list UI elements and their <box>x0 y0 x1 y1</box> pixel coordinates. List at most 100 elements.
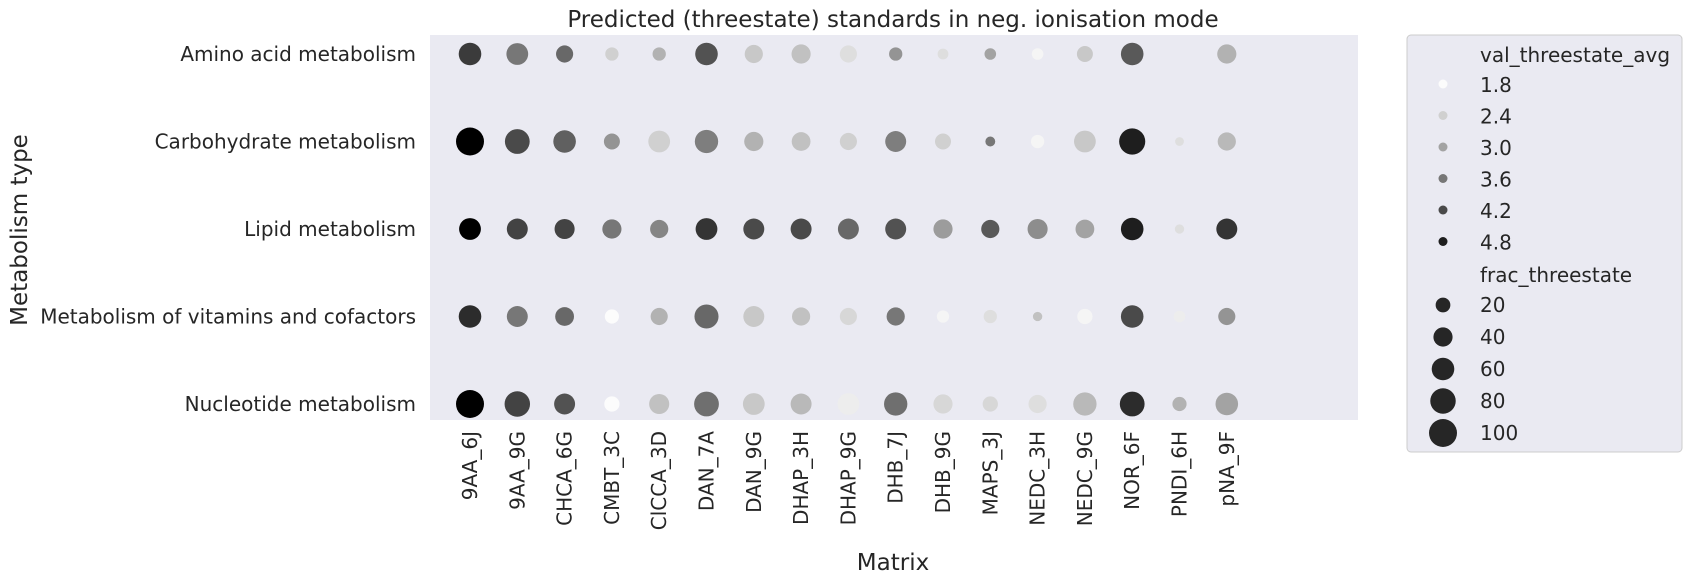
data-point <box>459 218 481 240</box>
legend-hue-marker <box>1438 174 1448 183</box>
data-point <box>839 132 857 151</box>
legend-box <box>1406 34 1683 453</box>
legend: val_threestate_avg 1.8 2.4 3.0 3.6 4.2 4.8 fr… <box>1406 34 1683 453</box>
data-points <box>456 42 1239 418</box>
x-axis-label: Matrix <box>857 550 929 576</box>
data-point <box>933 394 953 414</box>
data-point <box>1031 48 1044 60</box>
data-point <box>504 129 530 154</box>
data-point <box>694 304 719 329</box>
data-point <box>605 47 619 61</box>
data-point <box>984 48 997 60</box>
data-point <box>456 127 484 156</box>
data-point <box>1076 46 1093 62</box>
data-point <box>885 131 907 152</box>
y-axis-label: Metabolism type <box>7 134 33 326</box>
legend-hue-marker <box>1438 111 1448 120</box>
data-point <box>1032 311 1043 322</box>
legend-size-marker <box>1430 388 1456 414</box>
data-point <box>1119 391 1145 417</box>
data-point <box>743 218 765 240</box>
data-point <box>837 218 859 240</box>
legend-size-label: 60 <box>1480 357 1505 381</box>
data-point <box>506 306 528 327</box>
data-point <box>1173 310 1186 323</box>
data-point <box>694 129 719 154</box>
data-point <box>1120 305 1144 328</box>
x-tick-label: NEDC_3H <box>1026 431 1050 526</box>
data-point <box>743 306 765 327</box>
data-point <box>649 393 670 415</box>
data-point <box>556 45 574 63</box>
data-point <box>504 391 531 417</box>
data-point <box>1174 224 1185 234</box>
data-point <box>1075 219 1095 239</box>
data-point <box>604 309 619 324</box>
legend-size-label: 40 <box>1480 325 1505 349</box>
data-point <box>1218 307 1236 326</box>
legend-hue-label: 4.8 <box>1480 231 1512 255</box>
data-point <box>1217 44 1237 64</box>
x-tick-label: CMBT_3C <box>600 431 624 525</box>
data-point <box>937 48 949 60</box>
data-point <box>936 310 950 323</box>
x-tick-label: 9AA_6J <box>458 431 482 500</box>
x-tick-label: NOR_6F <box>1120 431 1144 510</box>
legend-size-marker <box>1431 357 1455 381</box>
legend-hue-marker <box>1438 79 1448 89</box>
y-tick-label: Carbohydrate metabolism <box>155 130 416 154</box>
x-tick-label: DHB_7J <box>884 431 908 504</box>
data-point <box>1030 134 1045 149</box>
data-point <box>650 307 668 326</box>
data-point <box>1119 128 1146 155</box>
data-point <box>1175 137 1184 146</box>
data-point <box>1074 130 1096 153</box>
data-point <box>554 393 576 415</box>
data-point <box>602 219 622 239</box>
data-point <box>553 130 576 153</box>
legend-hue-marker <box>1438 237 1448 246</box>
chart-title: Predicted (threestate) standards in neg.… <box>567 7 1218 33</box>
data-point <box>886 307 905 326</box>
data-point <box>555 307 574 326</box>
data-point <box>935 133 951 150</box>
data-point <box>1217 132 1236 151</box>
data-point <box>889 47 903 61</box>
legend-hue-label: 3.0 <box>1480 136 1512 160</box>
legend-hue-marker <box>1438 142 1448 152</box>
data-point <box>790 393 812 415</box>
data-point <box>837 393 860 415</box>
y-tick-labels: Amino acid metabolism Carbohydrate metabo… <box>40 42 416 416</box>
legend-size-title: frac_threestate <box>1480 263 1632 287</box>
x-tick-labels: 9AA_6J 9AA_9G CHCA_6G CMBT_3C ClCCA_3D DAN_7A… <box>458 431 1239 531</box>
data-point <box>652 47 666 61</box>
legend-hue-title: val_threestate_avg <box>1480 43 1670 67</box>
data-point <box>839 45 857 63</box>
x-tick-label: DHB_9G <box>931 431 955 513</box>
data-point <box>933 219 953 239</box>
x-tick-label: DAN_9G <box>742 431 766 513</box>
y-tick-label: Lipid metabolism <box>244 217 416 241</box>
x-tick-label: NEDC_9G <box>1073 431 1097 526</box>
data-point <box>506 43 529 65</box>
data-point <box>744 131 764 152</box>
x-tick-label: DAN_7A <box>695 431 719 511</box>
data-point <box>981 219 1000 239</box>
x-tick-label: DHAP_9G <box>836 431 860 525</box>
data-point <box>1172 396 1187 412</box>
data-point <box>1216 218 1238 240</box>
data-point <box>1120 42 1144 66</box>
data-point <box>791 132 811 151</box>
data-point <box>1028 394 1047 414</box>
legend-size-label: 80 <box>1480 389 1505 413</box>
legend-size-marker <box>1435 297 1451 313</box>
legend-hue-label: 4.2 <box>1480 199 1512 223</box>
data-point <box>694 391 719 417</box>
legend-size-label: 20 <box>1480 293 1505 317</box>
data-point <box>1120 217 1144 241</box>
data-point <box>742 393 765 415</box>
data-point <box>1077 308 1093 325</box>
y-tick-label: Nucleotide metabolism <box>185 392 416 416</box>
legend-size-label: 100 <box>1480 421 1518 445</box>
data-point <box>791 44 811 64</box>
